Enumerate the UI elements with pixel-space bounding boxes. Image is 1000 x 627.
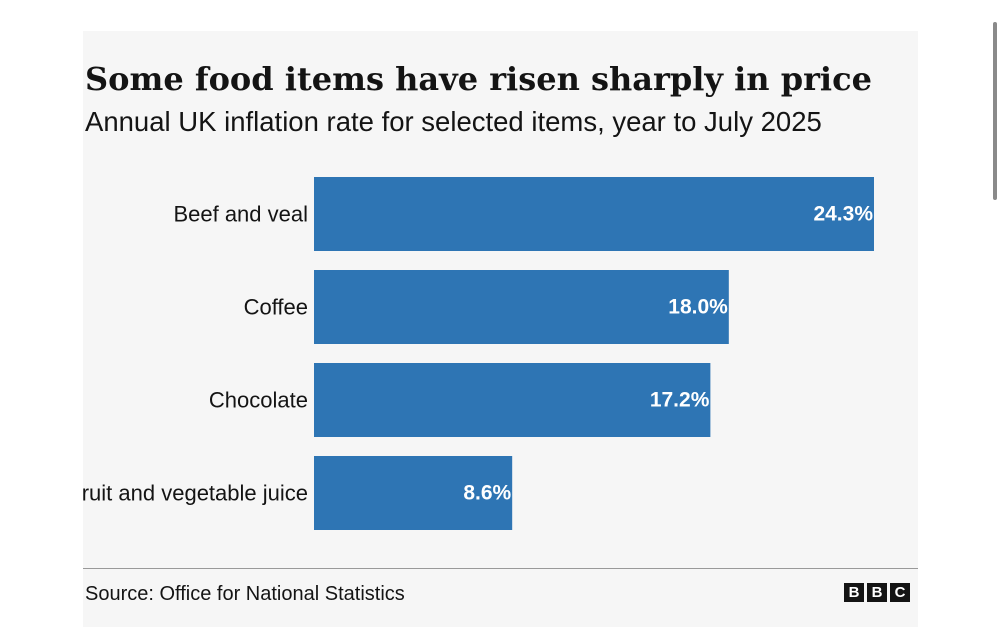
source-note: Source: Office for National Statistics <box>85 583 405 605</box>
bbc-logo: B B C <box>844 583 910 602</box>
bar-1 <box>314 177 874 251</box>
bbc-logo-block-3: C <box>890 583 910 602</box>
category-label: Fruit and vegetable juice <box>68 481 308 506</box>
bbc-logo-block-2: B <box>867 583 887 602</box>
value-label: 8.6% <box>463 482 511 505</box>
bar-3 <box>314 363 711 437</box>
footer-divider <box>83 568 918 569</box>
chart-title: Some food items have risen sharply in pr… <box>85 60 872 98</box>
bar-4 <box>314 456 513 530</box>
category-label: Chocolate <box>209 388 308 413</box>
page-scrollbar[interactable] <box>993 22 997 200</box>
bar-2 <box>314 270 729 344</box>
value-label: 24.3% <box>813 203 873 226</box>
category-label: Beef and veal <box>173 202 308 227</box>
bbc-logo-block-1: B <box>844 583 864 602</box>
value-label: 18.0% <box>668 296 728 319</box>
category-label: Coffee <box>244 295 308 320</box>
value-label: 17.2% <box>650 389 710 412</box>
chart-subtitle: Annual UK inflation rate for selected it… <box>85 106 822 137</box>
